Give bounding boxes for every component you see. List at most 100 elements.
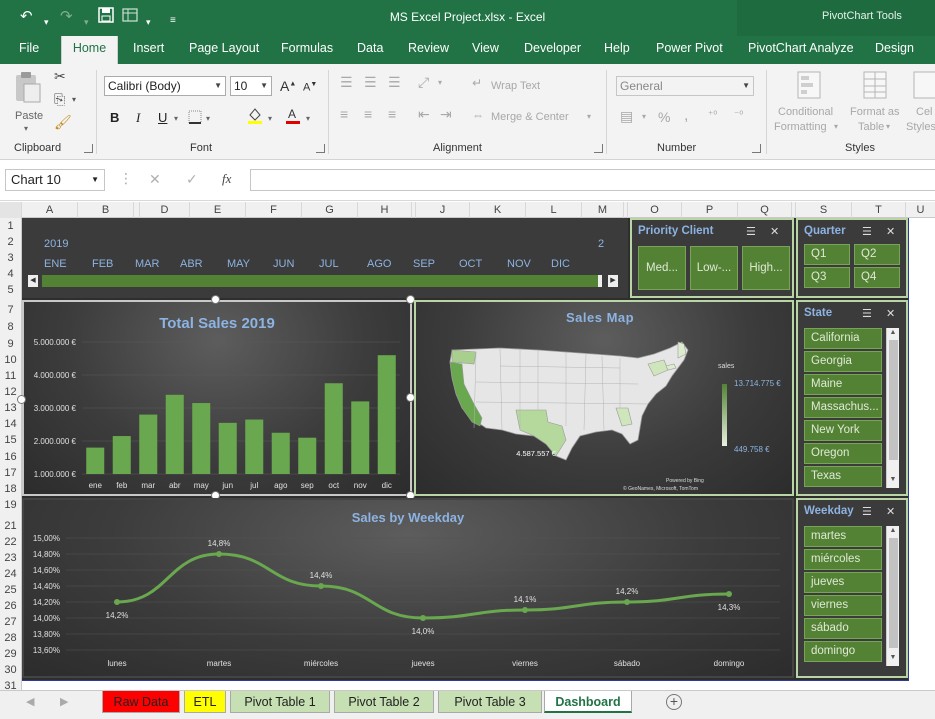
column-header[interactable]: B — [78, 202, 134, 218]
column-header[interactable]: H — [358, 202, 412, 218]
enter-icon[interactable]: ✓ — [186, 171, 198, 187]
row-header[interactable]: 1 — [7, 220, 14, 232]
data-point[interactable] — [114, 599, 120, 605]
align-right-icon[interactable]: ≡ — [388, 106, 397, 122]
slicer-item[interactable]: martes — [804, 526, 882, 547]
timeline-month[interactable]: NOV — [507, 258, 531, 270]
bar[interactable] — [377, 355, 396, 474]
form-icon[interactable] — [122, 7, 138, 29]
weekday-slicer-scrollbar[interactable]: ▲ ▼ — [886, 526, 899, 666]
underline-button[interactable]: U — [158, 110, 168, 125]
decrease-indent-icon[interactable]: ⇤ — [418, 106, 430, 122]
alignment-launcher-icon[interactable] — [594, 144, 603, 153]
bar[interactable] — [86, 447, 105, 474]
row-header[interactable]: 26 — [4, 600, 17, 612]
timeline-month[interactable]: DIC — [551, 258, 570, 270]
add-sheet-button[interactable]: + — [666, 694, 682, 710]
column-header[interactable]: F — [246, 202, 302, 218]
row-header[interactable]: 11 — [4, 370, 17, 382]
slicer-item[interactable]: New York — [804, 420, 882, 441]
tab-power-pivot[interactable]: Power Pivot — [656, 41, 723, 55]
slicer-item[interactable]: sábado — [804, 618, 882, 639]
name-box[interactable]: Chart 10 ▼ — [5, 169, 105, 191]
column-header[interactable]: A — [22, 202, 78, 218]
timeline-month[interactable]: ENE — [44, 258, 67, 270]
sheet-tab[interactable]: Pivot Table 3 — [438, 691, 542, 713]
timeline-month[interactable]: ABR — [180, 258, 203, 270]
row-header[interactable]: 15 — [4, 434, 17, 446]
clear-filter-icon[interactable]: ✕ — [770, 226, 780, 238]
slicer-item[interactable]: Q1 — [804, 244, 850, 265]
timeline-month[interactable]: MAR — [135, 258, 160, 270]
column-header[interactable]: C — [134, 202, 140, 218]
tab-review[interactable]: Review — [408, 41, 449, 55]
row-header[interactable]: 7 — [7, 304, 14, 316]
align-top-icon[interactable]: ☰ — [340, 74, 353, 90]
increase-indent-icon[interactable]: ⇥ — [440, 106, 452, 122]
tab-home[interactable]: Home — [61, 36, 118, 65]
format-as-table-button[interactable]: Format as Table ▾ — [848, 70, 904, 140]
underline-dropdown-icon[interactable]: ▾ — [174, 114, 179, 123]
sales-by-weekday-chart[interactable]: Sales by Weekday 13,60% 13,80% 14,00% 14,20%… — [22, 498, 794, 678]
bar[interactable] — [245, 419, 264, 474]
slicer-item[interactable]: Massachus... — [804, 397, 882, 418]
column-header[interactable]: R — [792, 202, 796, 218]
accounting-dropdown-icon[interactable]: ▾ — [642, 112, 647, 121]
slicer-item[interactable]: High... — [742, 246, 790, 290]
conditional-formatting-button[interactable]: Conditional Formatting ▾ — [772, 70, 846, 140]
align-bottom-icon[interactable]: ☰ — [388, 74, 401, 90]
timeline-handle[interactable] — [598, 275, 602, 287]
save-icon[interactable] — [98, 7, 114, 28]
column-header[interactable]: D — [140, 202, 190, 218]
row-header[interactable]: 22 — [4, 536, 17, 548]
resize-handle[interactable] — [211, 295, 220, 304]
tab-pivotchart-analyze[interactable]: PivotChart Analyze — [748, 41, 854, 55]
row-header[interactable]: 30 — [4, 664, 17, 676]
next-sheet-icon[interactable]: ▶ — [60, 696, 69, 708]
sheet-tab[interactable]: Pivot Table 2 — [334, 691, 434, 713]
tab-developer[interactable]: Developer — [524, 41, 581, 55]
timeline-month[interactable]: JUL — [319, 258, 339, 270]
row-header[interactable]: 18 — [4, 483, 17, 495]
column-header[interactable]: L — [526, 202, 582, 218]
wrap-text-icon[interactable]: ↵ — [472, 76, 483, 90]
comma-button[interactable]: , — [684, 107, 689, 124]
multi-select-icon[interactable]: ☰ — [862, 506, 872, 518]
font-color-dropdown-icon[interactable]: ▾ — [306, 114, 311, 123]
data-point[interactable] — [624, 599, 630, 605]
timeline-month[interactable]: MAY — [227, 258, 251, 270]
row-header[interactable]: 25 — [4, 584, 17, 596]
row-header[interactable]: 27 — [4, 616, 17, 628]
bar[interactable] — [112, 436, 131, 474]
tab-file[interactable]: File — [19, 41, 40, 55]
tab-formulas[interactable]: Formulas — [281, 41, 334, 55]
row-header[interactable]: 21 — [4, 520, 17, 532]
slicer-item[interactable]: Low-... — [690, 246, 738, 290]
select-all-corner[interactable] — [0, 202, 22, 218]
state-slicer-scrollbar[interactable]: ▲ ▼ — [886, 328, 899, 488]
row-header[interactable]: 28 — [4, 632, 17, 644]
multi-select-icon[interactable]: ☰ — [862, 308, 872, 320]
row-header[interactable]: 16 — [4, 451, 17, 463]
font-size-combo[interactable]: 10 ▼ — [230, 76, 272, 96]
row-header[interactable]: 13 — [4, 402, 17, 414]
redo-dropdown-icon[interactable]: ▾ — [84, 17, 89, 27]
borders-icon[interactable] — [188, 110, 202, 127]
slicer-item[interactable]: California — [804, 328, 882, 349]
column-header[interactable]: J — [416, 202, 470, 218]
bar[interactable] — [139, 414, 158, 474]
slicer-item[interactable]: domingo — [804, 641, 882, 662]
data-point[interactable] — [216, 551, 222, 557]
row-header[interactable]: 8 — [7, 321, 14, 333]
cancel-icon[interactable]: ✕ — [149, 171, 161, 187]
timeline-scroll-right-icon[interactable]: ▶ — [608, 275, 618, 287]
wrap-text-button[interactable]: Wrap Text — [491, 80, 541, 92]
merge-center-button[interactable]: Merge & Center — [491, 111, 569, 123]
orientation-icon[interactable]: ⤢ — [418, 74, 430, 90]
slicer-item[interactable]: Med... — [638, 246, 686, 290]
row-header[interactable]: 24 — [4, 568, 17, 580]
data-point[interactable] — [726, 591, 732, 597]
number-format-combo[interactable]: General ▼ — [616, 76, 754, 96]
data-point[interactable] — [522, 607, 528, 613]
column-header[interactable]: P — [682, 202, 738, 218]
